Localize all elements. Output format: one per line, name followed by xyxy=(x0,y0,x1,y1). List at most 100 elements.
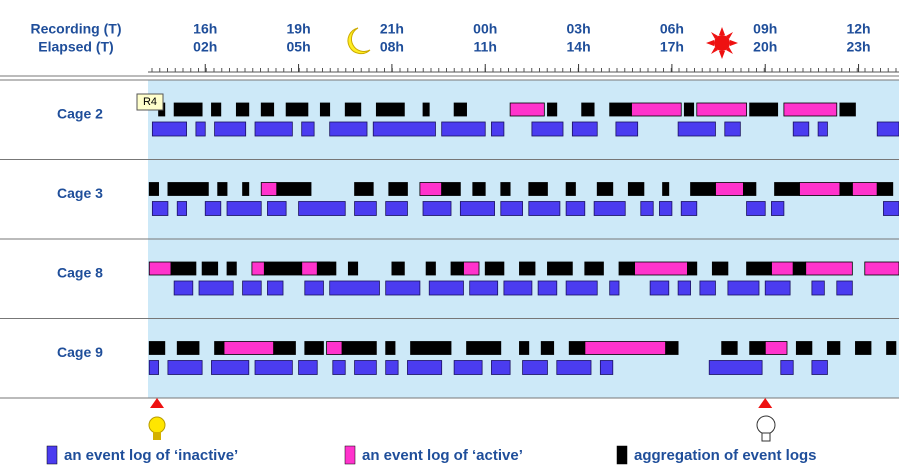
legend-swatch xyxy=(344,445,356,465)
event-block xyxy=(170,261,197,276)
event-block xyxy=(148,360,159,375)
event-block xyxy=(298,201,346,216)
event-block xyxy=(634,261,688,276)
event-block xyxy=(631,102,682,117)
event-block xyxy=(341,341,377,355)
event-block xyxy=(211,360,250,375)
event-block xyxy=(531,121,564,137)
event-block xyxy=(618,261,635,276)
event-block xyxy=(528,201,561,216)
event-block xyxy=(148,182,159,196)
event-block xyxy=(795,341,813,355)
event-block xyxy=(708,360,763,375)
event-block xyxy=(148,261,172,276)
event-block xyxy=(491,360,511,375)
event-block xyxy=(827,341,841,355)
event-block xyxy=(419,182,443,196)
event-block xyxy=(817,121,828,137)
event-block xyxy=(428,280,464,296)
event-block xyxy=(453,102,467,117)
event-block xyxy=(565,280,598,296)
event-block xyxy=(214,341,225,355)
event-block xyxy=(677,280,691,296)
event-block xyxy=(677,121,716,137)
event-block xyxy=(372,121,436,137)
event-block xyxy=(711,261,729,276)
event-block xyxy=(805,261,853,276)
event-block xyxy=(764,280,791,296)
tooltip-box xyxy=(136,93,164,111)
event-block xyxy=(242,280,262,296)
event-block xyxy=(792,121,810,137)
event-block xyxy=(466,341,502,355)
event-block xyxy=(528,182,548,196)
event-block xyxy=(385,201,408,216)
event-block xyxy=(223,341,275,355)
event-block xyxy=(615,121,639,137)
event-block xyxy=(260,102,275,117)
event-block xyxy=(764,341,788,355)
event-block xyxy=(503,280,533,296)
legend-swatch xyxy=(616,445,628,465)
event-block xyxy=(727,280,760,296)
event-block xyxy=(876,182,894,196)
event-block xyxy=(385,341,396,355)
event-block xyxy=(687,261,698,276)
light-marker xyxy=(758,398,773,408)
elapsed-tick-label: 17h xyxy=(660,39,684,55)
moon-icon xyxy=(347,27,371,55)
event-block xyxy=(198,280,234,296)
event-block xyxy=(226,201,262,216)
event-block xyxy=(176,201,187,216)
event-block xyxy=(251,261,265,276)
event-block xyxy=(407,360,443,375)
event-block xyxy=(522,360,548,375)
event-block xyxy=(267,280,284,296)
event-block xyxy=(273,341,296,355)
event-block xyxy=(500,201,523,216)
event-block xyxy=(749,341,766,355)
event-block xyxy=(799,182,841,196)
event-block xyxy=(584,341,667,355)
event-block xyxy=(746,261,772,276)
event-block xyxy=(326,341,343,355)
event-block xyxy=(173,102,203,117)
event-block xyxy=(148,341,166,355)
event-block xyxy=(214,121,247,137)
event-block xyxy=(584,261,604,276)
event-block xyxy=(316,261,337,276)
recording-tick-label: 00h xyxy=(473,21,497,37)
event-block xyxy=(332,360,346,375)
event-block xyxy=(151,121,187,137)
event-block xyxy=(425,261,436,276)
event-block xyxy=(422,201,452,216)
event-block xyxy=(519,341,530,355)
event-block xyxy=(347,261,359,276)
event-block xyxy=(201,261,219,276)
event-block xyxy=(459,201,495,216)
sun-icon xyxy=(706,27,738,59)
event-block xyxy=(537,280,558,296)
event-block xyxy=(690,182,716,196)
event-block xyxy=(665,341,679,355)
legend-label: an event log of ‘inactive’ xyxy=(64,447,238,464)
cage-label: Cage 9 xyxy=(57,344,103,360)
event-block xyxy=(354,182,374,196)
event-block xyxy=(410,341,452,355)
event-block xyxy=(839,182,853,196)
event-block xyxy=(743,182,757,196)
bulb-on-icon xyxy=(148,416,166,440)
event-block xyxy=(260,182,278,196)
event-block xyxy=(491,121,505,137)
event-block xyxy=(519,261,536,276)
event-block xyxy=(662,182,670,196)
event-block xyxy=(724,121,741,137)
event-block xyxy=(354,201,377,216)
event-block xyxy=(680,201,698,216)
elapsed-tick-label: 14h xyxy=(567,39,591,55)
event-block xyxy=(609,280,620,296)
cage-label: Cage 3 xyxy=(57,185,103,201)
event-block xyxy=(659,201,673,216)
recording-tick-label: 09h xyxy=(753,21,777,37)
